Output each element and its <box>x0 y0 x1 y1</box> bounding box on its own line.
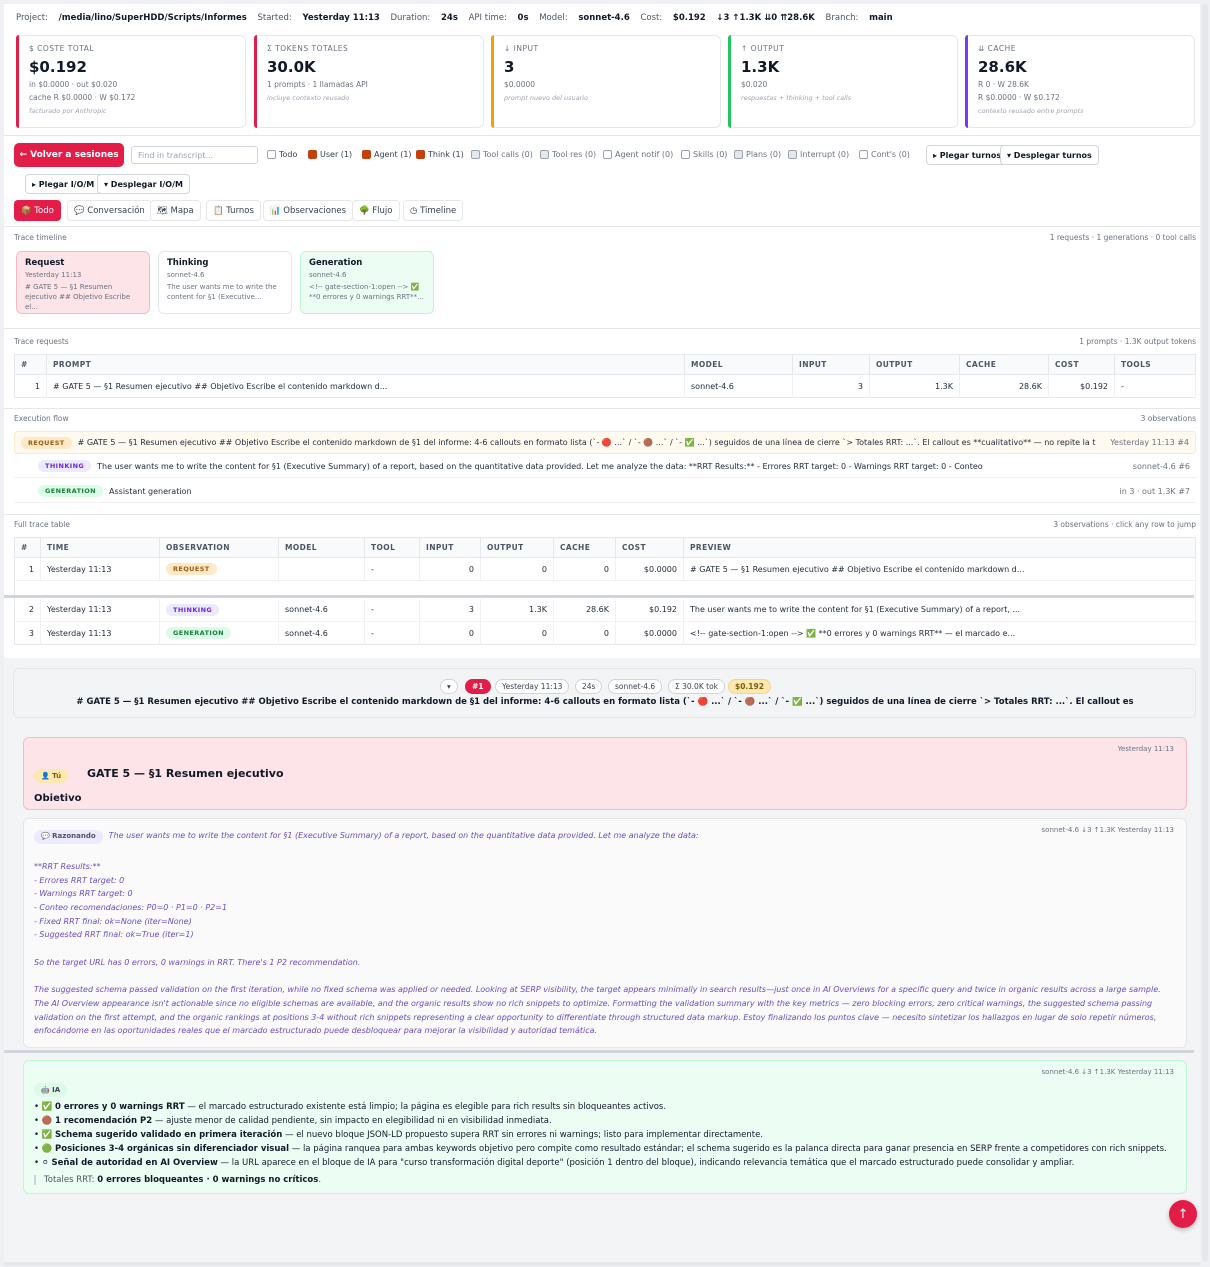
horizontal-scrollbar[interactable] <box>4 595 1194 598</box>
type-badge: THINKING <box>38 460 92 472</box>
filter-tool-calls[interactable]: Tool calls (0) <box>471 150 533 159</box>
session-meta-bar: Project: /media/lino/SuperHDD/Scripts/In… <box>16 13 893 23</box>
filter-think[interactable]: Think (1) <box>416 150 464 159</box>
unfold-io-button[interactable]: ▾ Desplegar I/O/M <box>97 174 190 194</box>
turn-model-chip: sonnet-4.6 <box>608 679 663 694</box>
tab-mapa[interactable]: 🗺 Mapa <box>150 200 201 221</box>
filter-interrupt[interactable]: Interrupt (0) <box>788 150 849 159</box>
flow-row-generation[interactable]: GENERATION Assistant generation in 3 · o… <box>14 480 1196 503</box>
flow-row-thinking[interactable]: THINKING The user wants me to write the … <box>14 455 1196 478</box>
list-item: • 🟤 1 recomendación P2 — ajuste menor de… <box>34 1116 552 1126</box>
flow-row-request[interactable]: REQUEST # GATE 5 — §1 Resumen ejecutivo … <box>14 431 1196 454</box>
card-cache: ⇊ CACHE 28.6K R 0 · W 28.6K R $0.0000 · W … <box>965 35 1195 128</box>
table-row[interactable]: 3 Yesterday 11:13 GENERATION sonnet-4.6- … <box>14 621 1196 645</box>
type-badge: REQUEST <box>21 436 72 449</box>
turn-header <box>13 668 1196 718</box>
unfold-turns-button[interactable]: ▾ Desplegar turnos <box>1000 145 1099 165</box>
role-badge-thinking: 💬 Razonando <box>34 829 103 844</box>
card-output: ↑ OUTPUT 1.3K $0.020 respuestas + thinking… <box>728 35 958 128</box>
filter-user[interactable]: User (1) <box>308 150 352 159</box>
back-to-sessions-button[interactable]: ← Volver a sesiones <box>14 143 124 167</box>
tab-observaciones[interactable]: 📊 Observaciones <box>263 200 354 221</box>
filter-plans[interactable]: Plans (0) <box>734 150 781 159</box>
scroll-to-top-button[interactable]: ↑ <box>1169 1200 1197 1228</box>
tab-turnos[interactable]: 📋 Turnos <box>206 200 261 221</box>
fold-turns-button[interactable]: ▸ Plegar turnos <box>926 145 1009 165</box>
filter-todo[interactable]: Todo <box>267 150 297 159</box>
page: Project: /media/lino/SuperHDD/Scripts/In… <box>4 4 1200 1262</box>
filter-tool-res[interactable]: Tool res (0) <box>540 150 596 159</box>
timeline-item-thinking[interactable]: Thinking sonnet-4.6 The user wants me to w… <box>158 251 292 314</box>
turn-duration-chip: 24s <box>575 679 603 694</box>
list-item: • ⚪ Señal de autoridad en AI Overview — … <box>34 1158 1075 1168</box>
role-badge-ai: 🤖 IA <box>34 1083 68 1097</box>
card-total-cost: $ COSTE TOTAL $0.192 in $0.0000 · out $0.… <box>16 35 246 128</box>
list-item: • ✅ Schema sugerido validado en primera … <box>34 1130 764 1140</box>
tab-flujo[interactable]: 🌳 Flujo <box>352 200 400 221</box>
filter-agent-notif[interactable]: Agent notif (0) <box>603 150 673 159</box>
transcript-search-input[interactable]: Find in transcript... <box>131 146 258 164</box>
trace-timeline-summary: 1 requests · 1 generations · 0 tool call… <box>1049 233 1196 242</box>
full-trace-title: Full trace table <box>14 520 70 529</box>
timeline-item-request[interactable]: Request Yesterday 11:13 # GATE 5 — §1 Resu… <box>16 251 150 314</box>
turn-time-chip: Yesterday 11:13 <box>495 679 570 694</box>
collapse-turn-button[interactable]: ▾ <box>440 679 458 694</box>
totals-quote: Totales RRT: 0 errores bloqueantes · 0 w… <box>34 1175 321 1185</box>
filter-agent[interactable]: Agent (1) <box>362 150 412 159</box>
card-total-tokens: Σ TOKENS TOTALES 30.0K 1 prompts · 1 llam… <box>254 35 484 128</box>
type-badge: GENERATION <box>38 485 104 497</box>
vertical-scrollbar[interactable] <box>1202 4 1208 1262</box>
fold-io-button[interactable]: ▸ Plegar I/O/M <box>25 174 102 194</box>
table-row[interactable]: 1 # GATE 5 — §1 Resumen ejecutivo ## Obj… <box>14 374 1196 398</box>
timeline-item-generation[interactable]: Generation sonnet-4.6 <!-- gate-section-1:… <box>300 251 434 314</box>
execution-flow-title: Execution flow <box>14 414 69 423</box>
trace-requests-title: Trace requests <box>14 337 69 346</box>
turn-number-badge: #1 <box>465 679 491 694</box>
list-item: • 🟢 Posiciones 3-4 orgánicas sin diferen… <box>34 1144 1167 1154</box>
execution-flow-summary: 3 observations <box>1140 414 1196 423</box>
list-item: • ✅ 0 errores y 0 warnings RRT — el marc… <box>34 1102 667 1112</box>
trace-requests-table: # PROMPT MODEL INPUT OUTPUT CACHE COST T… <box>14 354 1196 398</box>
trace-timeline-title: Trace timeline <box>14 233 67 242</box>
user-message-subheading: Objetivo <box>34 793 82 801</box>
full-trace-table: # TIME OBSERVATION MODEL TOOL INPUT OUTP… <box>14 537 1196 645</box>
tab-todo[interactable]: 📦 Todo <box>14 200 61 221</box>
role-badge-user: 👤 Tú <box>34 769 69 783</box>
ai-message: sonnet-4.6 ↓3 ↑1.3K Yesterday 11:13 🤖 IA… <box>23 1060 1187 1194</box>
turn-heading: # GATE 5 — §1 Resumen ejecutivo ## Objet… <box>76 697 1134 707</box>
bottom-scrollbar[interactable] <box>4 1262 1200 1266</box>
horizontal-scrollbar-2[interactable] <box>4 1050 1194 1053</box>
card-input: ↓ INPUT 3 $0.0000 prompt nuevo del usuario <box>491 35 721 128</box>
filter-skills[interactable]: Skills (0) <box>681 150 727 159</box>
user-message: Yesterday 11:13 👤 Tú GATE 5 — §1 Resumen… <box>23 737 1187 810</box>
filter-conts[interactable]: Cont's (0) <box>859 150 910 159</box>
tab-conversacion[interactable]: 💬 Conversación <box>67 200 152 221</box>
trace-requests-summary: 1 prompts · 1.3K output tokens <box>1079 337 1196 346</box>
thinking-message: sonnet-4.6 ↓3 ↑1.3K Yesterday 11:13 💬 Ra… <box>23 818 1187 1048</box>
turn-tokens-chip: Σ 30.0K tok <box>668 679 725 694</box>
turn-cost-chip: $0.192 <box>728 679 771 694</box>
full-trace-summary: 3 observations · click any row to jump <box>1053 520 1196 529</box>
user-message-title: GATE 5 — §1 Resumen ejecutivo <box>87 767 284 780</box>
tab-timeline[interactable]: ◷ Timeline <box>403 200 464 221</box>
